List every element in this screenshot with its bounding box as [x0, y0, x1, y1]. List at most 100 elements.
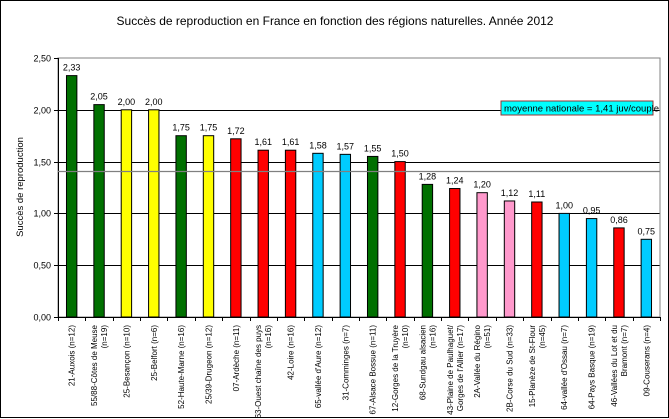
bar — [284, 149, 297, 318]
bar — [503, 200, 516, 318]
category-label-line: 25-Besançon (n=10) — [122, 325, 131, 398]
category-label-line: 12-Gorges de la Truyère — [391, 324, 400, 411]
category-label: 64-vallée d'Ossau (n=7) — [560, 325, 569, 410]
y-tick-label: 0,00 — [33, 313, 51, 323]
category-label-line: 09-Couserans (n=4) — [642, 325, 651, 397]
category-label-line: 2B-Corse du Sud (n=33) — [506, 325, 515, 412]
category-label-line: (n=19) — [100, 325, 109, 349]
category-label-line: 43-Plaine de Paulhaguet/ — [446, 324, 455, 415]
category-label-line: (n=45) — [538, 325, 547, 349]
bar — [640, 238, 653, 318]
data-label: 1,20 — [473, 180, 491, 190]
category-label: 42-Loire (n=16) — [287, 325, 296, 380]
data-label: 0,86 — [610, 215, 628, 225]
category-label-line: 2A-Vallée du Régino — [473, 324, 482, 397]
category-label: 55/88-Côtes de Meuse (n=19) — [90, 324, 109, 405]
category-label-line: 15-Planèze de St-Flour — [528, 325, 537, 408]
annotation-box: moyenne nationale = 1,41 juv/couple — [500, 100, 659, 116]
category-label-line: 64-vallée d'Ossau (n=7) — [560, 325, 569, 410]
bar — [613, 227, 625, 318]
category-label: 31-Comminges (n=7) — [341, 325, 350, 401]
category-label-line: 46-Vallées du Lot et du — [610, 325, 619, 407]
category-label-line: 65-vallée d'Aure (n=12) — [314, 325, 323, 408]
bar — [531, 201, 543, 318]
category-label-line: 25-Belfort (n=6) — [150, 325, 159, 381]
category-label: 25-Besançon (n=10) — [122, 325, 131, 398]
category-label: 67-Alsace Bossue (n=11) — [369, 325, 378, 415]
bar — [449, 188, 461, 318]
category-label-line: 64-Pays Basque (n=19) — [588, 325, 597, 410]
data-label: 1,75 — [172, 123, 190, 133]
y-tick-label: 1,50 — [33, 158, 51, 168]
data-label: 1,50 — [391, 149, 409, 159]
bar — [175, 135, 187, 318]
bar — [312, 152, 324, 318]
category-label: 21-Auxois (n=12) — [68, 325, 77, 386]
bar — [366, 155, 379, 318]
x-axis — [58, 317, 661, 321]
bar — [257, 149, 269, 318]
category-label-line: 52-Haute-Marne (n=16) — [177, 325, 186, 409]
bar — [585, 218, 598, 318]
bar — [202, 135, 215, 318]
data-label: 2,33 — [63, 63, 81, 73]
category-label: 43-Plaine de Paulhaguet/Gorges de l'Alli… — [446, 324, 465, 415]
category-label-line: (n=10) — [401, 325, 410, 349]
bar — [120, 109, 133, 318]
category-label: 63-Ouest chaîne des puys (n=16) — [254, 325, 273, 419]
data-label: 1,58 — [309, 140, 327, 150]
annotation-background — [500, 100, 654, 116]
y-axis-ticks: 0,00 0,50 1,00 1,50 2,00 2,50 — [33, 54, 59, 323]
value-labels: 2,33 2,05 2,00 2,00 1,75 1,75 1,72 1,61 1,61 1,58… — [63, 63, 655, 237]
category-label: 12-Gorges de la Truyère (n=10) — [391, 324, 410, 411]
data-label: 1,72 — [227, 126, 245, 136]
category-label-line: 21-Auxois (n=12) — [68, 325, 77, 386]
data-label: 1,57 — [337, 141, 355, 151]
category-label-line: (n=16) — [428, 325, 437, 349]
category-label-line: Bramont (n=7) — [620, 325, 629, 377]
category-label: 52-Haute-Marne (n=16) — [177, 325, 186, 409]
data-label: 1,75 — [200, 123, 218, 133]
category-label-line: 68-Sundgau alsacien — [418, 325, 427, 400]
data-label: 1,11 — [528, 189, 545, 199]
category-label: 25/39-Drugeon (n=12) — [205, 325, 214, 404]
y-tick-label: 2,00 — [33, 106, 51, 116]
category-label: 64-Pays Basque (n=19) — [588, 325, 597, 410]
bar — [230, 138, 242, 318]
y-tick-label: 1,00 — [33, 209, 51, 219]
category-label: 46-Vallées du Lot et du Bramont (n=7) — [610, 325, 629, 407]
data-label: 2,00 — [145, 97, 163, 107]
category-label-line: 07-Ardèche (n=11) — [232, 325, 241, 392]
data-label: 2,00 — [118, 97, 136, 107]
bar — [339, 153, 352, 318]
y-axis-label: Succès de reproduction — [15, 137, 26, 237]
y-tick-label: 2,50 — [33, 54, 51, 64]
bars — [65, 75, 653, 318]
bar — [558, 212, 570, 318]
data-label: 0,75 — [638, 226, 656, 236]
chart-title: Succès de reproduction en France en fonc… — [117, 14, 554, 28]
y-tick-label: 0,50 — [33, 261, 51, 271]
data-label: 2,05 — [90, 92, 108, 102]
data-label: 1,55 — [364, 143, 382, 153]
category-label: 2A-Vallée du Régino (n=51) — [473, 324, 492, 397]
bar — [476, 192, 488, 318]
bar — [65, 75, 78, 318]
category-label: 68-Sundgau alsacien (n=16) — [418, 325, 437, 400]
bar — [93, 104, 105, 318]
category-label-line: (n=16) — [264, 325, 273, 349]
category-label: 15-Planèze de St-Flour (n=45) — [528, 325, 547, 408]
category-label: 25-Belfort (n=6) — [150, 325, 159, 381]
data-label: 0,95 — [583, 206, 601, 216]
category-label-line: 42-Loire (n=16) — [287, 325, 296, 380]
category-label: 07-Ardèche (n=11) — [232, 325, 241, 392]
x-axis-category-labels: 21-Auxois (n=12) 55/88-Côtes de Meuse (n=1… — [68, 324, 652, 418]
category-label-line: 31-Comminges (n=7) — [341, 325, 350, 401]
category-label-line: 63-Ouest chaîne des puys — [254, 325, 263, 418]
category-label: 09-Couserans (n=4) — [642, 325, 651, 397]
annotation-text: moyenne nationale = 1,41 juv/couple — [504, 104, 659, 115]
bar — [148, 109, 160, 318]
category-label-line: Gorges de l'Allier (n=17) — [456, 325, 465, 412]
category-label-line: 25/39-Drugeon (n=12) — [205, 325, 214, 404]
